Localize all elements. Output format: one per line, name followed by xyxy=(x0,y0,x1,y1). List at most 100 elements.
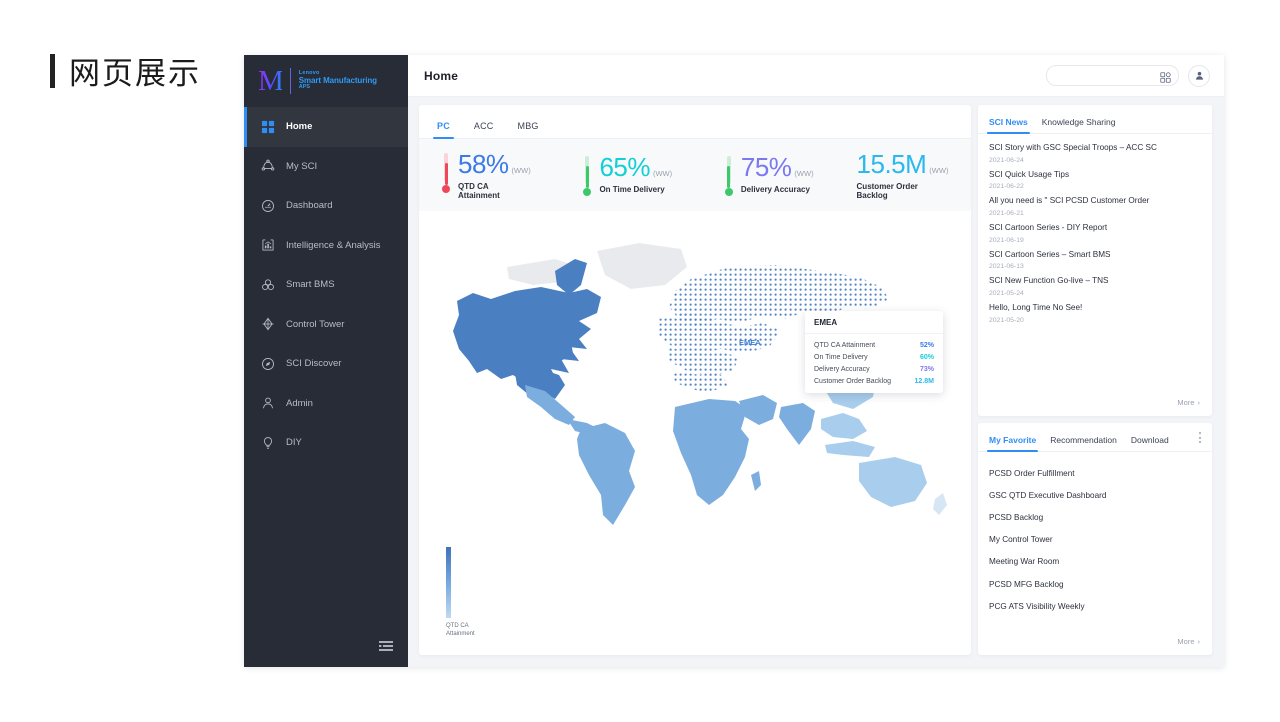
tab-pc[interactable]: PC xyxy=(433,121,454,139)
list-item[interactable]: Meeting War Room xyxy=(989,557,1060,567)
avatar[interactable] xyxy=(1188,64,1210,87)
bulb-icon xyxy=(260,435,275,450)
app-logo[interactable]: M Lenovo Smart Manufacturing APS xyxy=(244,55,408,107)
tooltip-title: EMEA xyxy=(814,318,838,327)
list-item[interactable]: SCI Quick Usage Tips 2021-06-22 xyxy=(989,170,1201,191)
tooltip-row-value: 60% xyxy=(919,353,934,361)
kpi-scope: (WW) xyxy=(929,165,949,175)
favorite-more-link[interactable]: More › xyxy=(978,635,1212,655)
kpi-on-time-delivery: 65% (WW) On Time Delivery xyxy=(582,154,672,196)
kpi-delivery-accuracy: 75% (WW) Delivery Accuracy xyxy=(724,154,814,196)
legend-label: QTD CA Attainment xyxy=(446,622,475,638)
compass-icon xyxy=(260,356,275,371)
news-panel: SCI News Knowledge Sharing SCI Story wit… xyxy=(978,105,1212,416)
sidebar-item-diy[interactable]: DIY xyxy=(244,423,408,463)
kpi-scope: (WW) xyxy=(794,169,814,178)
sidebar-item-admin[interactable]: Admin xyxy=(244,384,408,424)
more-options-icon[interactable] xyxy=(1199,432,1202,443)
tooltip-row: Delivery Accuracy 73% xyxy=(814,363,934,375)
tower-icon xyxy=(260,317,275,332)
sidebar-item-intelligence-analysis[interactable]: Intelligence & Analysis xyxy=(244,226,408,266)
legend-label-line1: QTD CA xyxy=(446,622,469,629)
list-item[interactable]: SCI New Function Go-live – TNS 2021-05-2… xyxy=(989,276,1201,297)
tab-sci-news[interactable]: SCI News xyxy=(987,117,1030,134)
legend-gradient-bar xyxy=(446,546,451,618)
gauge-icon xyxy=(260,198,275,213)
tooltip-row-label: Customer Order Backlog xyxy=(814,377,892,385)
list-item[interactable]: SCI Cartoon Series – Smart BMS 2021-06-1… xyxy=(989,250,1201,271)
logo-suffix: APS xyxy=(298,84,311,91)
logo-divider xyxy=(289,68,291,94)
tab-knowledge-sharing[interactable]: Knowledge Sharing xyxy=(1041,117,1116,127)
news-title: SCI New Function Go-live – TNS xyxy=(989,276,1109,286)
news-panel-tabs: SCI News Knowledge Sharing xyxy=(978,105,1212,134)
kpi-scope: (WW) xyxy=(652,169,673,178)
map-legend: QTD CA Attainment xyxy=(446,546,475,638)
news-title: Hello, Long Time No See! xyxy=(989,302,1083,312)
news-title: All you need is " SCI PCSD Customer Orde… xyxy=(989,196,1150,206)
list-item[interactable]: SCI Story with GSC Special Troops – ACC … xyxy=(989,143,1201,164)
list-item[interactable]: PCSD MFG Backlog xyxy=(989,579,1064,589)
apps-grid-icon[interactable] xyxy=(1160,70,1171,83)
list-item[interactable]: Hello, Long Time No See! 2021-05-20 xyxy=(989,303,1201,324)
list-item[interactable]: PCG ATS Visibility Weekly xyxy=(989,601,1085,611)
collapse-sidebar-icon[interactable] xyxy=(378,639,394,655)
world-map[interactable]: EMEA EMEA QTD CA Attainment 52% On Time … xyxy=(419,211,971,655)
sidebar-item-label: Admin xyxy=(286,397,313,409)
sidebar-item-sci-discover[interactable]: SCI Discover xyxy=(244,344,408,384)
slide-title: 网页展示 xyxy=(50,48,201,93)
list-item[interactable]: GSC QTD Executive Dashboard xyxy=(989,490,1107,500)
network-icon xyxy=(260,159,275,174)
kpi-strip: 58% (WW) QTD CA Attainment xyxy=(419,139,971,211)
news-more-link[interactable]: More › xyxy=(978,396,1212,416)
map-tooltip: EMEA QTD CA Attainment 52% On Time Deliv… xyxy=(805,311,943,393)
tooltip-row-label: Delivery Accuracy xyxy=(814,365,870,373)
search-input[interactable] xyxy=(1057,70,1160,81)
sidebar-item-label: Smart BMS xyxy=(286,279,335,291)
tab-mbg[interactable]: MBG xyxy=(517,121,539,131)
page-title: Home xyxy=(424,68,459,83)
tab-download[interactable]: Download xyxy=(1130,435,1169,445)
sidebar-item-smart-bms[interactable]: Smart BMS xyxy=(244,265,408,305)
tooltip-row: On Time Delivery 60% xyxy=(814,351,934,363)
favorite-list: PCSD Order Fulfillment GSC QTD Executive… xyxy=(978,452,1212,635)
tooltip-row-label: On Time Delivery xyxy=(814,353,868,361)
chevron-right-icon: › xyxy=(1197,637,1201,646)
tooltip-row-value: 73% xyxy=(919,365,934,373)
overview-card: PC ACC MBG 58% (WW xyxy=(419,105,971,655)
tooltip-row: Customer Order Backlog 12.8M xyxy=(814,375,934,387)
list-item[interactable]: PCSD Backlog xyxy=(989,512,1044,522)
list-item[interactable]: PCSD Order Fulfillment xyxy=(989,468,1075,478)
news-date: 2021-06-24 xyxy=(989,156,1024,164)
map-region-label: EMEA xyxy=(739,338,761,347)
logo-brand: Lenovo xyxy=(298,70,320,77)
tab-my-favorite[interactable]: My Favorite xyxy=(986,435,1039,452)
list-item[interactable]: My Control Tower xyxy=(989,535,1053,545)
search-box[interactable] xyxy=(1046,65,1179,86)
list-item[interactable]: All you need is " SCI PCSD Customer Orde… xyxy=(989,196,1201,217)
list-item[interactable]: SCI Cartoon Series - DIY Report 2021-06-… xyxy=(989,223,1201,244)
kpi-value: 75% xyxy=(740,152,792,182)
news-date: 2021-06-13 xyxy=(989,263,1024,271)
sidebar-item-label: Control Tower xyxy=(286,318,345,330)
sidebar-item-my-sci[interactable]: My SCI xyxy=(244,147,408,187)
more-label: More xyxy=(1177,398,1195,407)
thermometer-icon xyxy=(441,152,451,193)
thermometer-icon xyxy=(724,156,734,196)
sidebar-item-home[interactable]: Home xyxy=(244,107,408,147)
world-map-svg[interactable] xyxy=(429,223,959,533)
tooltip-row: QTD CA Attainment 52% xyxy=(814,339,934,351)
tooltip-row-value: 52% xyxy=(919,341,934,349)
sidebar-item-control-tower[interactable]: Control Tower xyxy=(244,305,408,345)
sidebar-item-label: DIY xyxy=(286,437,302,449)
kpi-label: Delivery Accuracy xyxy=(740,185,810,194)
news-title: SCI Story with GSC Special Troops – ACC … xyxy=(989,143,1157,152)
sidebar-item-dashboard[interactable]: Dashboard xyxy=(244,186,408,226)
tab-recommendation[interactable]: Recommendation xyxy=(1050,435,1117,445)
tab-acc[interactable]: ACC xyxy=(473,121,494,131)
thermometer-icon xyxy=(582,156,592,196)
logo-product: Smart Manufacturing xyxy=(298,75,377,85)
tooltip-row-value: 12.8M xyxy=(914,377,934,385)
kpi-customer-order-backlog: 15.5M (WW) Customer Order Backlog xyxy=(857,151,949,200)
tooltip-row-label: QTD CA Attainment xyxy=(814,341,876,349)
